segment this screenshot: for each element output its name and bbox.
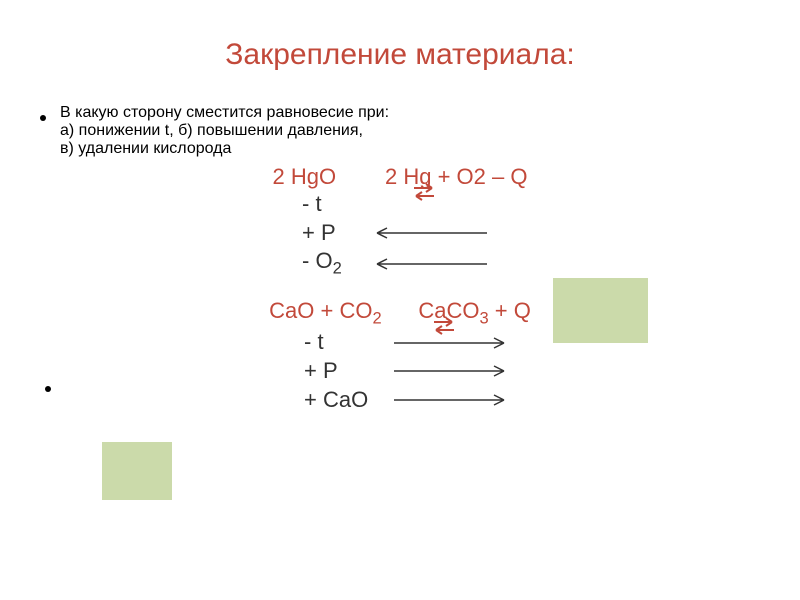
bullet-icon: [40, 115, 46, 121]
cond2-label2: + P: [304, 357, 364, 386]
question-text: В какую сторону сместится равновесие при…: [60, 104, 760, 158]
right-arrow-icon: [389, 391, 509, 409]
bullet-icon: [45, 386, 51, 392]
cond1-label2: + P: [302, 219, 362, 248]
question-line1: В какую сторону сместится равновесие при…: [60, 104, 389, 121]
cond2-row3: + CaO: [304, 386, 760, 415]
question-row: В какую сторону сместится равновесие при…: [40, 104, 760, 158]
left-arrow-icon: [372, 224, 492, 242]
eq2-double-arrow: [432, 316, 458, 342]
eq2-tail: + Q: [489, 298, 531, 323]
eq2-lhs-sub: 2: [372, 309, 381, 327]
cond1-row1: - t: [302, 190, 760, 219]
eq1-rhs: 2 Hg + O2 – Q: [385, 164, 527, 189]
cond2-row1: - t: [304, 328, 760, 357]
cond2-label3: + CaO: [304, 386, 376, 415]
cond1-label3: - O2: [302, 247, 362, 280]
slide-title: Закрепление материала:: [40, 38, 760, 72]
equation-2: CaO + CO2 CaCO3 + Q: [40, 298, 760, 328]
eq1-double-arrow: [412, 182, 438, 208]
eq2-rhs-sub: 3: [479, 309, 488, 327]
equation-1: 2 HgO 2 Hg + O2 – Q: [40, 164, 760, 190]
left-arrow-icon: [372, 255, 492, 273]
cond2-label1: - t: [304, 328, 364, 357]
answer-box-2: [102, 442, 172, 500]
right-arrow-icon: [389, 362, 509, 380]
bullet-2: [45, 386, 51, 392]
cond1-row2: + P: [302, 219, 760, 248]
eq1-lhs: 2 HgO: [273, 164, 337, 189]
conditions-2: - t + P + CaO: [304, 328, 760, 414]
cond2-row2: + P: [304, 357, 760, 386]
cond1-label1: - t: [302, 190, 362, 219]
cond1-row3: - O2: [302, 247, 760, 280]
conditions-1: - t + P - O2: [302, 190, 760, 280]
eq2-lhs: CaO + CO: [269, 298, 372, 323]
question-line3: в) удалении кислорода: [60, 140, 231, 157]
cond1-c3-sub: 2: [333, 260, 342, 278]
cond1-c3-text: - O: [302, 248, 333, 273]
question-line2: а) понижении t, б) повышении давления,: [60, 122, 363, 139]
